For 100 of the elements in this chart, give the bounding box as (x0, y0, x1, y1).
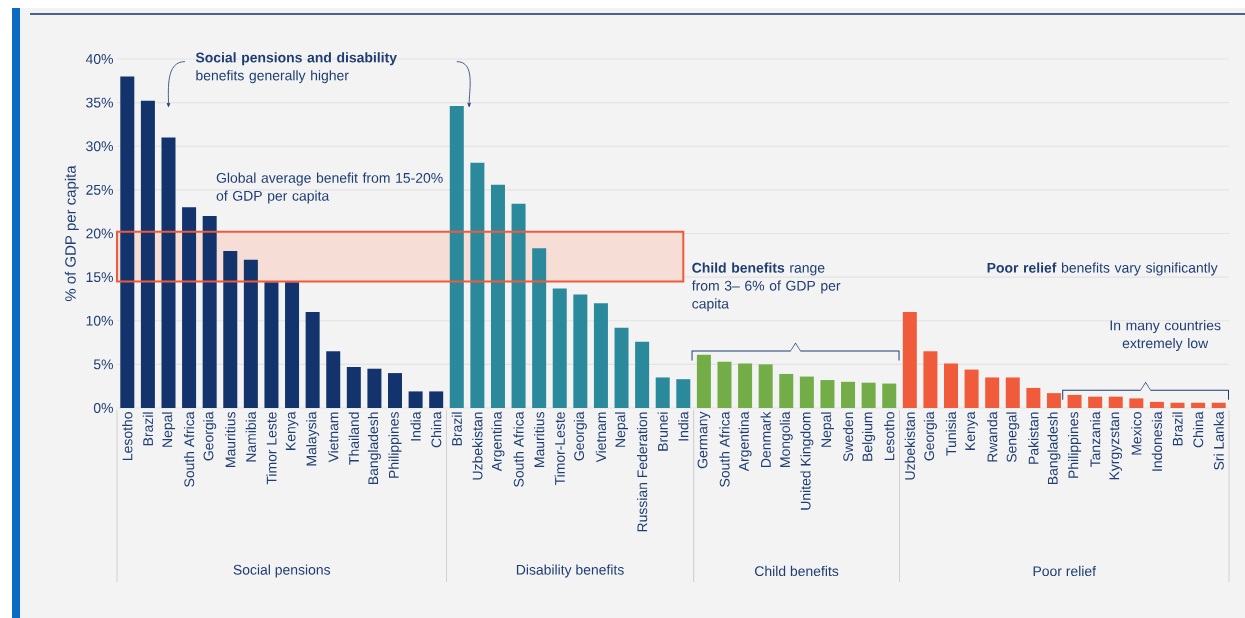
bar (779, 373, 794, 408)
x-tick-label: Nepal (615, 412, 629, 447)
bar (799, 376, 814, 408)
y-tick-label: 15% (86, 272, 113, 283)
bar (408, 391, 423, 408)
x-tick-label: Kyrgyzstan (1109, 412, 1122, 480)
x-tick-label: Mauritius (534, 412, 545, 467)
x-tick-label: Philippines (1068, 412, 1082, 478)
bar (202, 216, 217, 408)
y-axis-title: % of GDP per capita (64, 165, 79, 302)
bar (841, 381, 856, 408)
bar (676, 379, 691, 408)
x-tick-label: Bangladesh (367, 412, 381, 485)
x-tick-label: South Africa (183, 411, 195, 487)
x-tick-label: Denmark (760, 411, 771, 467)
bar (820, 380, 835, 408)
x-tick-label: Timor-Leste (554, 412, 565, 486)
bar (1129, 398, 1144, 408)
bar (161, 137, 176, 408)
bar (964, 369, 979, 408)
y-tick-label: 40% (85, 54, 113, 64)
x-tick-label: Brazil (451, 412, 462, 446)
bar (573, 294, 588, 408)
bar (470, 162, 485, 408)
x-tick-label: Namibia (245, 411, 256, 462)
bar (243, 259, 258, 408)
x-tick-label: Tanzania (1090, 411, 1101, 468)
x-tick-label: Bangladesh (1047, 412, 1061, 485)
x-tick-label: Lesotho (122, 412, 133, 460)
y-tick-label: 5% (93, 359, 113, 370)
text: Disability benefits (516, 564, 624, 578)
y-tick-label: 10% (86, 315, 113, 326)
x-tick-label: Tunisia (945, 411, 957, 456)
x-tick-label: Uzbekistan (472, 412, 483, 480)
y-tick-label: 20% (86, 228, 113, 239)
bar (223, 250, 238, 408)
bar (305, 312, 320, 408)
x-tick-label: Sweden (842, 412, 854, 462)
bar (1067, 394, 1082, 408)
x-tick-label: Thailand (348, 412, 359, 465)
bar (326, 351, 341, 408)
x-tick-label: Brazil (142, 412, 154, 446)
x-tick-label: Georgia (203, 411, 217, 461)
bar (655, 377, 670, 408)
x-tick-label: Senegal (1006, 412, 1020, 463)
x-tick-label: Argentina (738, 411, 752, 472)
x-tick-label: China (431, 411, 442, 448)
bar (696, 354, 711, 408)
x-tick-label: Rwanda (987, 411, 998, 462)
bar (552, 288, 567, 408)
annotation: Poor relief benefits vary significantly (987, 262, 1218, 276)
x-tick-label: Nepal (820, 412, 834, 447)
x-tick-label: Timor Leste (266, 412, 277, 485)
bar (264, 282, 279, 408)
bar (635, 341, 650, 408)
bar (388, 373, 403, 408)
bar (923, 351, 938, 408)
bar (758, 364, 773, 408)
bar (449, 106, 464, 408)
band-label: Global average benefit from 15-20% of GDP per capita (216, 172, 443, 204)
bar (490, 184, 505, 408)
annotation: Child benefits range from 3– 6% of GDP per capita (691, 262, 841, 312)
bar (367, 368, 382, 408)
bar (882, 383, 897, 408)
y-tick-label: 30% (86, 141, 113, 152)
x-tick-label: Vietnam (328, 412, 339, 463)
x-tick-label: Mauritius (225, 412, 236, 467)
x-tick-label: Vietnam (595, 412, 607, 463)
annotation: In many countries extremely low (1110, 320, 1221, 351)
bar (1149, 401, 1164, 408)
x-tick-label: Nepal (161, 412, 175, 447)
x-tick-label: Belgium (862, 412, 876, 461)
bar (346, 366, 361, 408)
annotation: Social pensions and disability benefits generally higher (195, 52, 397, 84)
x-tick-label: Uzbekistan (904, 412, 915, 480)
y-tick-label: 35% (86, 97, 113, 108)
bar (1108, 396, 1123, 408)
x-tick-label: Germany (697, 411, 711, 469)
text: Social pensions (233, 564, 331, 578)
bar (429, 391, 444, 408)
y-tick-label: 25% (86, 184, 113, 195)
x-tick-label: South Africa (719, 411, 730, 487)
bar (1005, 377, 1020, 408)
bar (1170, 402, 1185, 408)
bar (593, 303, 608, 408)
x-tick-label: China (1192, 411, 1204, 448)
bar (985, 377, 1000, 408)
x-tick-label: Kenya (285, 411, 299, 450)
x-tick-label: Pakistan (1028, 412, 1039, 464)
y-tick-label: 0% (93, 403, 113, 413)
bar (614, 327, 629, 408)
x-tick-label: India (410, 411, 421, 441)
x-tick-label: United Kingdom (800, 412, 814, 510)
bar (1191, 402, 1206, 408)
x-tick-label: Kenya (965, 411, 978, 450)
bar (285, 282, 300, 408)
x-tick-label: Lesotho (884, 412, 895, 460)
bar (140, 100, 155, 408)
x-tick-label: Mongolia (779, 411, 793, 467)
x-tick-label: Argentina (491, 411, 505, 472)
